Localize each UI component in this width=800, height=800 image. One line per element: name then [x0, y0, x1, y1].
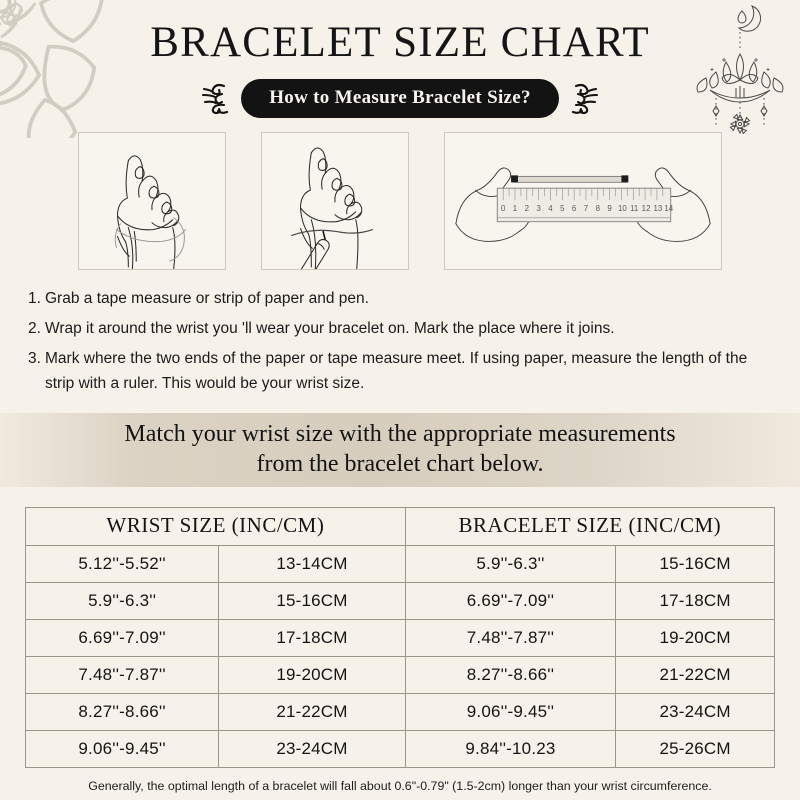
svg-text:14: 14: [664, 204, 673, 213]
cell-wrist-cm: 19-20CM: [218, 656, 406, 695]
header-bracelet-size: BRACELET SIZE (INC/CM): [404, 507, 776, 547]
cell-bracelet-cm: 21-22CM: [615, 656, 775, 695]
cell-bracelet-cm: 19-20CM: [615, 619, 775, 658]
svg-text:10: 10: [618, 204, 627, 213]
cell-wrist-cm: 13-14CM: [218, 545, 406, 584]
table-body: 5.12''-5.52'' 13-14CM 5.9''-6.3'' 15-16C…: [24, 545, 775, 769]
swirl-flourish-right-icon: [571, 84, 598, 115]
cell-wrist-inch: 5.12''-5.52'': [24, 545, 220, 584]
table-header-row: WRIST SIZE (INC/CM) BRACELET SIZE (INC/C…: [25, 507, 776, 547]
step-text: Wrap it around the wrist you 'll wear yo…: [45, 319, 615, 337]
swirl-flourish-left-icon: [202, 84, 229, 115]
list-item: 3. Mark where the two ends of the paper …: [28, 346, 772, 396]
svg-text:5: 5: [560, 204, 565, 213]
step-text: Mark where the two ends of the paper or …: [45, 349, 748, 393]
cell-bracelet-inch: 9.06''-9.45'': [404, 693, 617, 732]
list-item: 2. Wrap it around the wrist you 'll wear…: [28, 316, 772, 341]
cell-wrist-cm: 23-24CM: [218, 730, 406, 769]
step-number: 2.: [28, 319, 41, 337]
banner-line-2: from the bracelet chart below.: [256, 451, 544, 478]
cell-bracelet-cm: 23-24CM: [615, 693, 775, 732]
svg-text:6: 6: [572, 204, 577, 213]
bracelet-size-table: WRIST SIZE (INC/CM) BRACELET SIZE (INC/C…: [24, 507, 776, 769]
cell-wrist-inch: 8.27''-8.66'': [24, 693, 220, 732]
cell-wrist-inch: 7.48''-7.87'': [24, 656, 220, 695]
cell-wrist-inch: 9.06''-9.45'': [24, 730, 220, 769]
footnote-text: Generally, the optimal length of a brace…: [88, 779, 712, 794]
figure-hand-with-tape-measure: [78, 131, 226, 270]
svg-text:13: 13: [654, 204, 663, 213]
svg-text:0: 0: [501, 204, 506, 213]
subtitle-row: How to Measure Bracelet Size?: [0, 78, 800, 118]
svg-text:8: 8: [596, 204, 601, 213]
svg-text:12: 12: [642, 204, 651, 213]
svg-text:9: 9: [607, 204, 611, 213]
cell-bracelet-cm: 15-16CM: [615, 545, 775, 584]
measure-steps-list: 1. Grab a tape measure or strip of paper…: [28, 286, 772, 396]
banner-line-1: Match your wrist size with the appropria…: [124, 421, 676, 448]
svg-text:4: 4: [548, 204, 553, 213]
table-row: 7.48''-7.87'' 19-20CM 8.27''-8.66'' 21-2…: [24, 656, 775, 695]
match-size-banner: Match your wrist size with the appropria…: [0, 413, 800, 488]
cell-wrist-cm: 17-18CM: [218, 619, 406, 658]
page-title: BRACELET SIZE CHART: [150, 19, 650, 66]
cell-bracelet-inch: 5.9''-6.3'': [404, 545, 617, 584]
svg-text:11: 11: [630, 204, 638, 213]
header-wrist-size: WRIST SIZE (INC/CM): [25, 507, 406, 547]
cell-bracelet-cm: 25-26CM: [615, 730, 775, 769]
cell-wrist-inch: 6.69''-7.09'': [24, 619, 220, 658]
table-row: 8.27''-8.66'' 21-22CM 9.06''-9.45'' 23-2…: [24, 693, 775, 732]
cell-bracelet-inch: 8.27''-8.66'': [404, 656, 617, 695]
svg-text:7: 7: [584, 204, 588, 213]
svg-text:1: 1: [513, 204, 517, 213]
list-item: 1. Grab a tape measure or strip of paper…: [28, 286, 772, 311]
svg-text:3: 3: [536, 204, 541, 213]
table-row: 6.69''-7.09'' 17-18CM 7.48''-7.87'' 19-2…: [24, 619, 775, 658]
size-table-wrapper: WRIST SIZE (INC/CM) BRACELET SIZE (INC/C…: [24, 507, 776, 769]
cell-wrist-inch: 5.9''-6.3'': [24, 582, 220, 621]
table-row: 9.06''-9.45'' 23-24CM 9.84''-10.23 25-26…: [24, 730, 775, 769]
step-text: Grab a tape measure or strip of paper an…: [45, 289, 369, 307]
cell-wrist-cm: 15-16CM: [218, 582, 406, 621]
cell-bracelet-inch: 6.69''-7.09'': [404, 582, 617, 621]
cell-wrist-cm: 21-22CM: [218, 693, 406, 732]
table-row: 5.9''-6.3'' 15-16CM 6.69''-7.09'' 17-18C…: [24, 582, 775, 621]
how-to-measure-badge: How to Measure Bracelet Size?: [241, 78, 559, 118]
cell-bracelet-inch: 7.48''-7.87'': [404, 619, 617, 658]
cell-bracelet-inch: 9.84''-10.23: [404, 730, 617, 769]
step-number: 3.: [28, 349, 41, 367]
svg-text:2: 2: [525, 204, 529, 213]
cell-bracelet-cm: 17-18CM: [615, 582, 775, 621]
table-row: 5.12''-5.52'' 13-14CM 5.9''-6.3'' 15-16C…: [24, 545, 775, 584]
figure-hand-with-tape-and-pen: [261, 131, 409, 270]
step-number: 1.: [28, 289, 41, 307]
